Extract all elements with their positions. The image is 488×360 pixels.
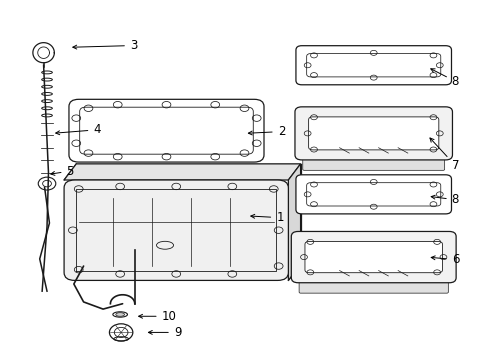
FancyBboxPatch shape — [69, 99, 264, 162]
FancyBboxPatch shape — [305, 242, 442, 273]
Ellipse shape — [116, 313, 124, 316]
Text: 8: 8 — [430, 69, 458, 88]
Text: 3: 3 — [73, 39, 137, 52]
Text: 2: 2 — [248, 125, 285, 138]
Text: 7: 7 — [429, 138, 458, 172]
FancyBboxPatch shape — [295, 175, 450, 214]
Text: 10: 10 — [139, 310, 176, 323]
Text: 4: 4 — [56, 123, 101, 136]
Text: 6: 6 — [430, 253, 458, 266]
FancyBboxPatch shape — [291, 231, 455, 283]
FancyBboxPatch shape — [306, 183, 440, 206]
Polygon shape — [64, 164, 300, 180]
FancyBboxPatch shape — [308, 117, 438, 150]
FancyBboxPatch shape — [302, 152, 444, 170]
Text: 8: 8 — [430, 193, 458, 206]
FancyBboxPatch shape — [294, 107, 451, 160]
FancyBboxPatch shape — [80, 107, 253, 154]
FancyBboxPatch shape — [299, 275, 447, 293]
Text: 5: 5 — [51, 165, 74, 177]
FancyBboxPatch shape — [64, 180, 288, 280]
FancyBboxPatch shape — [306, 54, 440, 77]
Text: 1: 1 — [250, 211, 283, 224]
FancyBboxPatch shape — [295, 46, 450, 85]
Polygon shape — [288, 164, 300, 280]
Text: 9: 9 — [148, 326, 181, 339]
